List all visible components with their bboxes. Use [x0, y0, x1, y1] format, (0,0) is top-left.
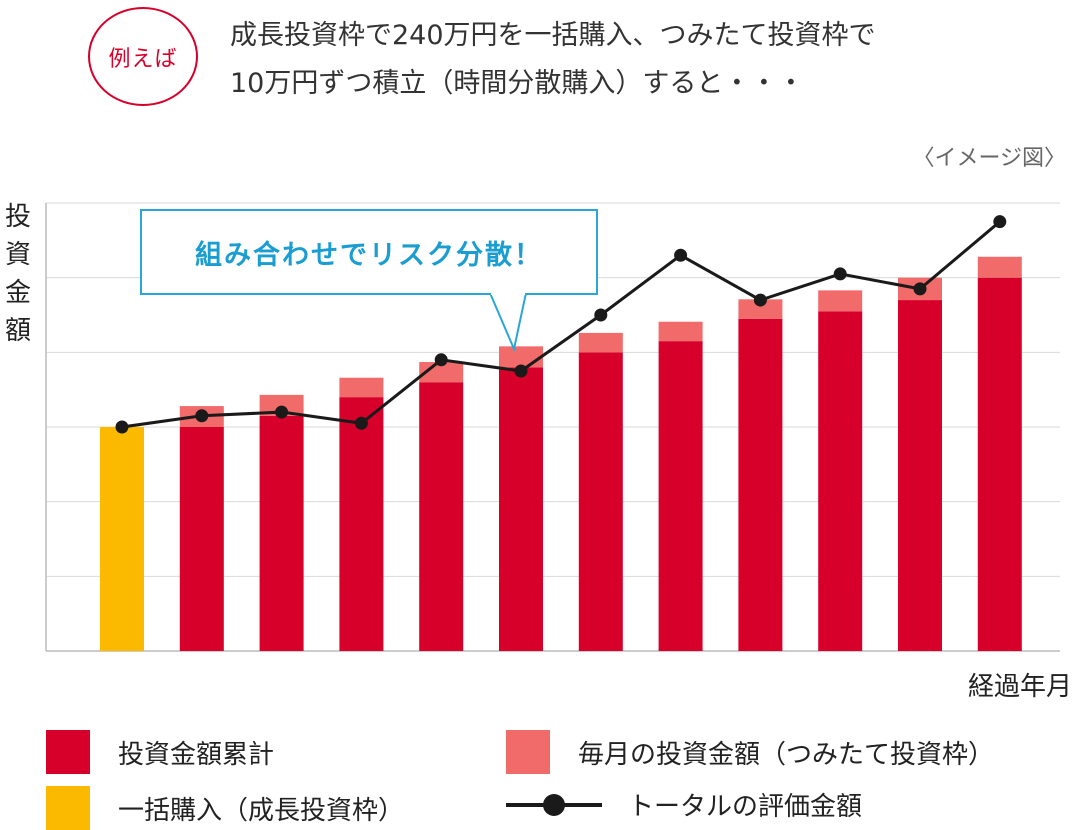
bar-cumulative — [339, 397, 384, 651]
bar-monthly — [259, 394, 304, 416]
y-axis-label: 投資金額 — [2, 198, 34, 350]
y-axis-label-char: 投 — [4, 202, 31, 232]
headline-line-1: 成長投資枠で240万円を一括購入、つみたて投資枠で — [230, 20, 876, 51]
legend-label-monthly: 毎月の投資金額（つみたて投資枠） — [578, 739, 995, 770]
bar-cumulative — [738, 318, 783, 651]
point-total-value — [913, 282, 927, 296]
point-total-value — [115, 420, 129, 434]
legend-item-cumulative: 投資金額累計 — [46, 730, 274, 774]
point-total-value — [993, 215, 1007, 229]
point-total-value — [354, 416, 368, 430]
point-total-value — [434, 353, 448, 367]
legend-swatch-cumulative — [46, 730, 90, 774]
bar-monthly — [339, 377, 384, 398]
bar-cumulative — [419, 382, 464, 651]
legend-item-total-value: トータルの評価金額 — [506, 786, 862, 823]
bar-cumulative — [578, 352, 623, 651]
bar-monthly — [658, 321, 703, 342]
point-total-value — [514, 364, 528, 378]
legend-label-lump-sum: 一括購入（成長投資枠） — [118, 795, 405, 826]
bar-monthly — [977, 256, 1022, 278]
point-total-value — [753, 293, 767, 307]
headline: 成長投資枠で240万円を一括購入、つみたて投資枠で 10万円ずつ積立（時間分散購… — [230, 12, 1050, 108]
headline-line-2: 10万円ずつ積立（時間分散購入）すると・・・ — [230, 68, 805, 99]
image-note: 〈イメージ図〉 — [912, 146, 1066, 171]
bar-cumulative — [658, 341, 703, 651]
point-total-value — [195, 409, 209, 423]
legend-label-total-value: トータルの評価金額 — [628, 792, 863, 822]
bar-cumulative — [259, 415, 304, 651]
example-badge: 例えば — [88, 7, 198, 106]
callout-tail — [490, 293, 527, 353]
point-total-value — [275, 405, 289, 419]
y-axis-label-char: 資 — [4, 240, 31, 270]
bar-lump-sum — [100, 427, 144, 651]
legend-swatch-monthly — [506, 730, 550, 774]
point-total-value — [833, 267, 847, 281]
legend-label-cumulative: 投資金額累計 — [118, 739, 275, 770]
y-axis-label-char: 額 — [4, 316, 31, 346]
x-axis-label: 経過年月 — [967, 672, 1072, 702]
legend-item-monthly: 毎月の投資金額（つみたて投資枠） — [506, 730, 994, 774]
bar-monthly — [578, 332, 623, 353]
callout-box: 組み合わせでリスク分散！ — [140, 209, 598, 295]
point-total-value — [674, 248, 688, 262]
bar-monthly — [738, 299, 783, 319]
legend-swatch-lump-sum — [46, 786, 90, 830]
point-total-value — [594, 308, 608, 322]
bar-cumulative — [898, 300, 942, 651]
bar-cumulative — [179, 427, 224, 651]
y-axis-label-char: 金 — [4, 278, 31, 308]
legend-item-lump-sum: 一括購入（成長投資枠） — [46, 786, 404, 830]
bar-cumulative — [499, 367, 543, 651]
legend-swatch-total-value — [506, 793, 602, 816]
bar-cumulative — [977, 277, 1022, 651]
bar-cumulative — [818, 311, 863, 651]
bar-monthly — [818, 290, 863, 312]
line-total-value — [121, 220, 1001, 429]
